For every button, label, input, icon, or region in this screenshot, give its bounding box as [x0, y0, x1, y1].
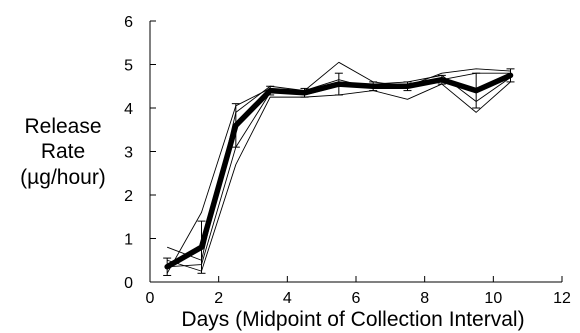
mean-point [405, 83, 410, 89]
y-tick-label: 3 [124, 145, 133, 162]
mean-series-line [164, 72, 514, 270]
y-tick-label: 2 [124, 188, 133, 205]
y-axis-title-line-3: (µg/hour) [20, 166, 106, 189]
mean-point [439, 77, 445, 83]
y-axis-title-line-2: Rate [41, 140, 85, 163]
mean-point [473, 88, 479, 94]
mean-point [233, 122, 239, 128]
mean-point [267, 88, 273, 94]
y-tick-label: 6 [124, 14, 133, 31]
x-tick-label: 6 [352, 290, 361, 307]
x-tick-label: 0 [146, 290, 155, 307]
individual-series-line [167, 72, 511, 268]
y-tick-label: 1 [124, 232, 133, 249]
tick-marks [149, 20, 563, 283]
x-axis-title: Days (Midpoint of Collection Interval) [181, 308, 524, 331]
y-axis-title-line-1: Release [24, 115, 101, 138]
mean-series [163, 68, 515, 276]
individual-series [167, 72, 511, 268]
mean-point [199, 244, 204, 250]
x-tick-label: 10 [484, 290, 502, 307]
mean-point [302, 90, 307, 96]
y-tick-label: 5 [124, 58, 133, 75]
mean-point [370, 83, 376, 89]
mean-point [508, 72, 513, 78]
mean-point [336, 81, 342, 87]
series-layer [163, 61, 515, 276]
individual-series-line [166, 74, 511, 274]
axes [149, 21, 562, 283]
y-axis-title: Release Rate (µg/hour) [20, 115, 106, 189]
x-tick-label: 12 [553, 290, 571, 307]
y-tick-label: 4 [124, 101, 133, 118]
x-tick-label: 8 [420, 290, 429, 307]
x-tick-label: 2 [214, 290, 223, 307]
x-tick-label: 4 [283, 290, 292, 307]
mean-point [164, 264, 170, 270]
individual-series [166, 74, 511, 274]
y-tick-label: 0 [124, 275, 133, 292]
